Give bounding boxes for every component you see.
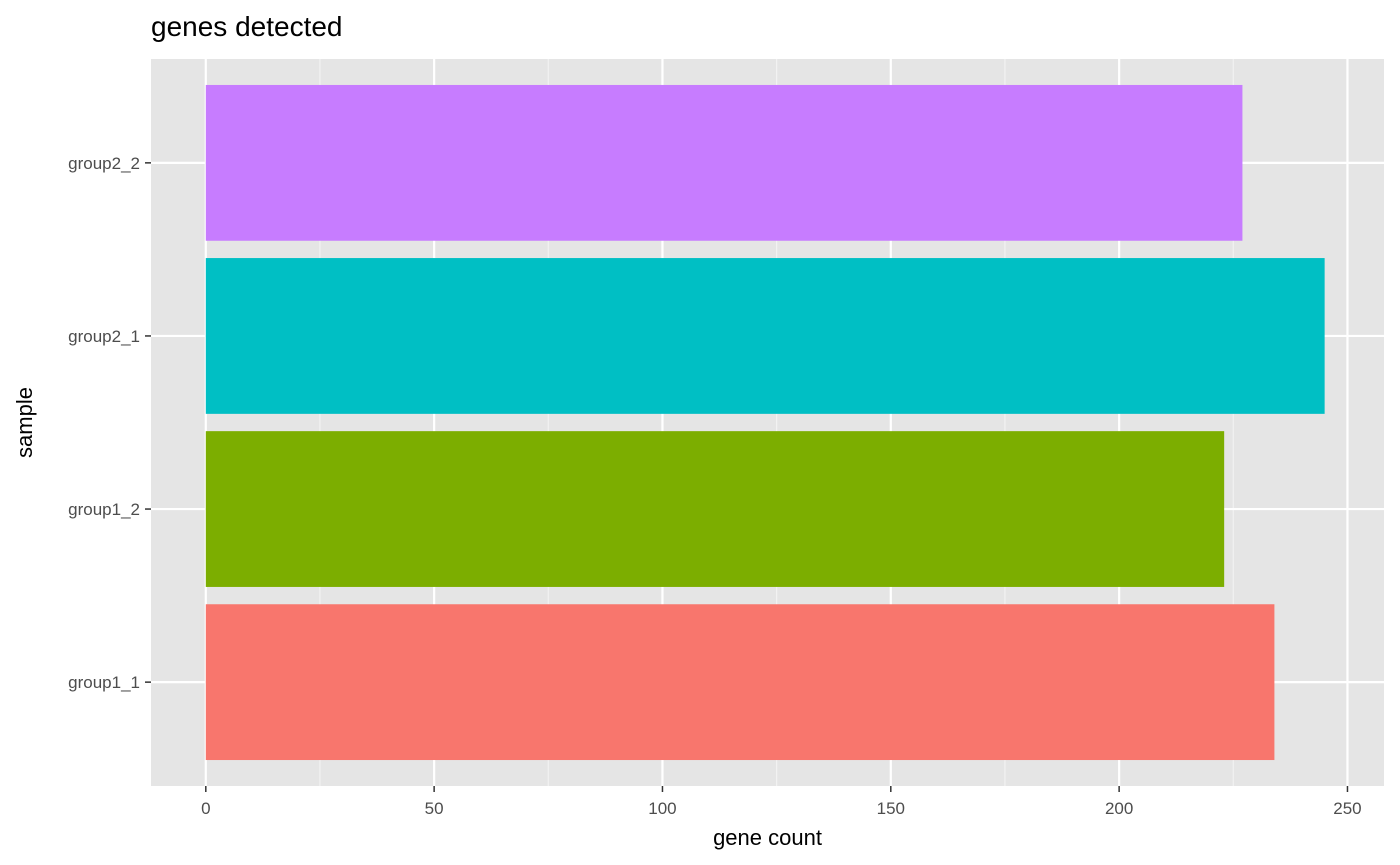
x-tick-label: 100 — [648, 799, 676, 818]
y-tick-label: group2_1 — [68, 327, 140, 346]
x-axis-title: gene count — [713, 825, 822, 850]
x-axis-ticks: 0 50 100 150 200 250 — [201, 786, 1362, 818]
bar-group2_2 — [205, 84, 1243, 241]
y-tick-label: group2_2 — [68, 154, 140, 173]
chart-title: genes detected — [151, 11, 343, 42]
x-tick-label: 50 — [425, 799, 444, 818]
bar-group2_1 — [205, 258, 1325, 414]
y-axis-ticks: group1_1 group1_2 group2_1 group2_2 — [68, 154, 151, 692]
x-tick-label: 0 — [201, 799, 210, 818]
x-tick-label: 250 — [1333, 799, 1361, 818]
y-tick-label: group1_1 — [68, 673, 140, 692]
x-tick-label: 200 — [1105, 799, 1133, 818]
y-tick-label: group1_2 — [68, 500, 140, 519]
bar-group1_1 — [205, 604, 1275, 761]
bars — [205, 84, 1325, 761]
x-tick-label: 150 — [877, 799, 905, 818]
bar-group1_2 — [205, 431, 1225, 587]
y-axis-title: sample — [12, 387, 37, 458]
